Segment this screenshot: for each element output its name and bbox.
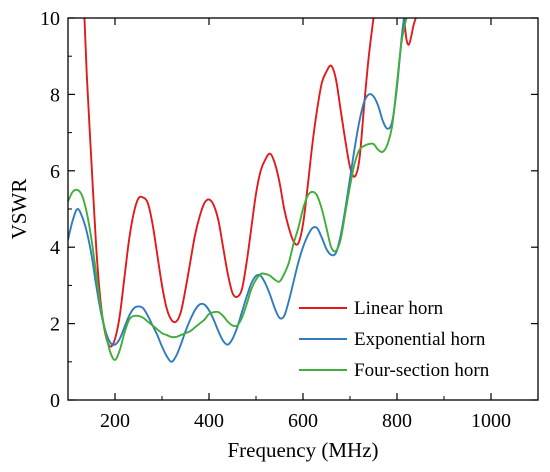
y-tick-label: 10 <box>40 8 60 30</box>
series-line-exponential-horn <box>68 18 405 363</box>
y-tick-label: 6 <box>50 161 60 183</box>
x-tick-label: 600 <box>288 410 318 432</box>
ticks-layer: 200 400 600 800 1000 0 2 4 6 8 10 <box>40 8 539 432</box>
series-line-linear-horn <box>83 18 375 348</box>
legend-label-exponential-horn: Exponential horn <box>354 329 486 350</box>
series-layer <box>68 18 417 363</box>
y-tick-label: 0 <box>50 390 60 412</box>
series-line-four-section-horn <box>68 18 408 361</box>
y-tick-label: 4 <box>50 237 60 259</box>
x-tick-label: 800 <box>382 410 412 432</box>
y-tick-label: 8 <box>50 84 60 106</box>
y-axis-title: VSWR <box>7 179 31 240</box>
x-tick-label: 400 <box>194 410 224 432</box>
x-axis-title: Frequency (MHz) <box>227 438 378 462</box>
legend-label-linear-horn: Linear horn <box>354 298 444 319</box>
legend: Linear horn Exponential horn Four-section … <box>299 298 490 381</box>
series-line-series-1 <box>403 18 417 46</box>
x-tick-label: 200 <box>100 410 130 432</box>
x-tick-label: 1000 <box>471 410 511 432</box>
legend-label-four-section-horn: Four-section horn <box>354 360 490 381</box>
y-tick-label: 2 <box>50 314 60 336</box>
